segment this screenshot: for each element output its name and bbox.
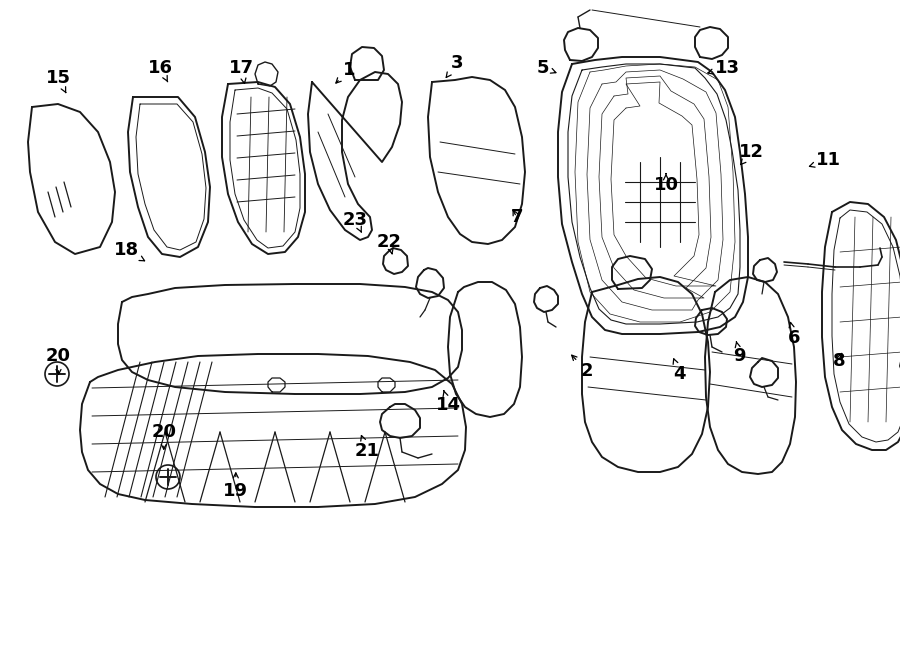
Text: 11: 11: [809, 151, 841, 169]
Text: 7: 7: [510, 208, 523, 226]
Text: 10: 10: [653, 173, 679, 195]
Text: 15: 15: [46, 69, 71, 93]
Text: 20: 20: [46, 347, 71, 375]
Text: 20: 20: [151, 422, 176, 449]
Text: 16: 16: [148, 58, 173, 82]
Text: 21: 21: [355, 436, 380, 461]
Text: 8: 8: [832, 352, 845, 370]
Text: 9: 9: [734, 342, 746, 365]
Text: 1: 1: [336, 60, 356, 83]
Text: 4: 4: [673, 359, 686, 383]
Text: 18: 18: [113, 241, 145, 261]
Text: 5: 5: [536, 58, 556, 77]
Text: 19: 19: [223, 473, 248, 500]
Text: 12: 12: [739, 143, 764, 165]
Text: 2: 2: [572, 355, 593, 380]
Text: 13: 13: [707, 58, 740, 77]
Text: 22: 22: [376, 232, 401, 254]
Text: 3: 3: [446, 54, 464, 77]
Text: 23: 23: [343, 211, 368, 232]
Text: 14: 14: [436, 391, 461, 414]
Text: 17: 17: [229, 58, 254, 83]
Text: 6: 6: [788, 322, 800, 347]
